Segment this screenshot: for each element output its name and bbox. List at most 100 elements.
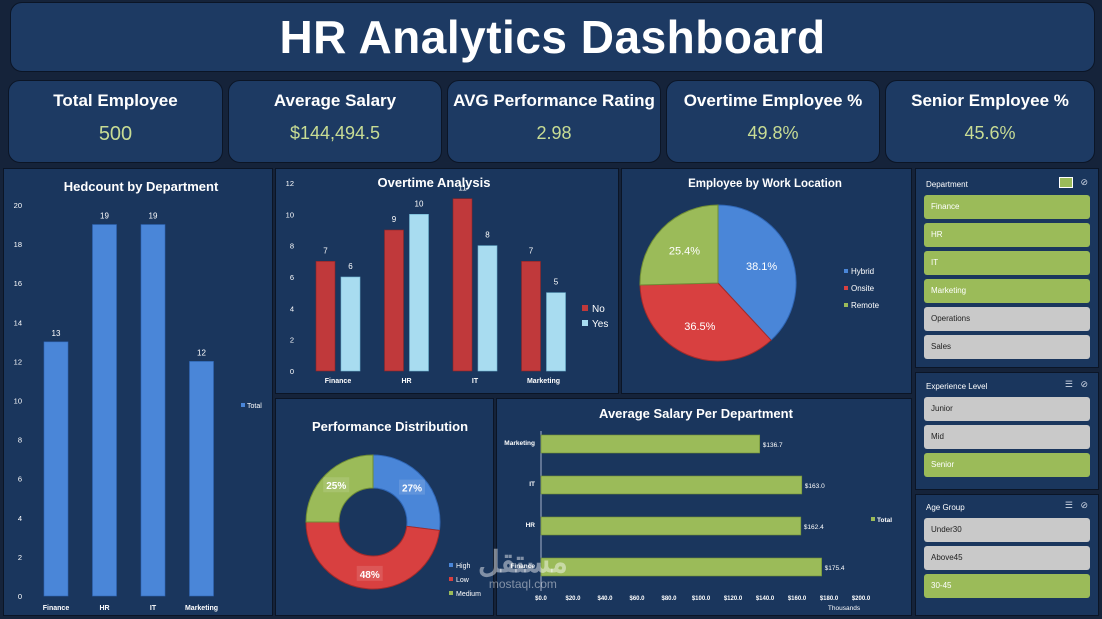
y-tick-label: 6	[18, 475, 22, 484]
bar-no-it[interactable]	[452, 198, 473, 372]
x-tick-label: Marketing	[185, 605, 218, 612]
slicer-title: Department	[926, 180, 968, 189]
slicer-item-senior[interactable]: Senior	[924, 453, 1090, 477]
x-tick-label: $120.0	[724, 596, 743, 602]
kpi-avg-performance: AVG Performance Rating 2.98	[447, 80, 661, 163]
bar-no-marketing[interactable]	[521, 261, 541, 372]
legend-swatch-yes	[582, 320, 588, 326]
chart-title: Hedcount by Department	[64, 179, 219, 194]
y-tick-label: 10	[286, 210, 294, 219]
multi-select-icon[interactable]: ☰	[1064, 500, 1073, 510]
bar-finance[interactable]	[540, 557, 822, 577]
legend-swatch-total	[871, 517, 875, 521]
bar-value-label: $175.4	[825, 565, 845, 572]
legend-label: Low	[456, 577, 470, 584]
slicer-item-above45[interactable]: Above45	[924, 546, 1090, 570]
watermark-sub: mostaql.com	[488, 577, 557, 591]
performance-chart-panel: Performance Distribution 27% 48% 25% High L…	[275, 398, 494, 616]
bar-value-label: 7	[529, 246, 534, 255]
y-tick-label: HR	[526, 522, 536, 529]
donut-slice-low[interactable]	[305, 521, 441, 590]
bar-yes-marketing[interactable]	[546, 292, 566, 372]
kpi-senior-percent: Senior Employee % 45.6%	[885, 80, 1095, 163]
slicer-item-mid[interactable]: Mid	[924, 425, 1090, 449]
x-tick-label: $40.0	[597, 596, 613, 602]
pie-slice-remote[interactable]	[639, 204, 719, 286]
multi-select-icon[interactable]: ☰	[1064, 379, 1073, 389]
bar-yes-finance[interactable]	[340, 276, 361, 372]
pie-slice-onsite[interactable]	[639, 282, 772, 362]
kpi-value: $144,494.5	[289, 123, 381, 143]
kpi-value: 49.8%	[747, 123, 799, 143]
slicer-item-junior[interactable]: Junior	[924, 397, 1090, 421]
donut-slice-medium[interactable]	[305, 454, 374, 523]
x-tick-label: $20.0	[565, 596, 581, 602]
kpi-label: Average Salary	[273, 91, 397, 110]
legend-swatch-total	[241, 403, 245, 407]
y-tick-label: Finance	[510, 563, 535, 570]
bar-no-hr[interactable]	[384, 229, 404, 372]
bar-it[interactable]	[140, 224, 166, 597]
bar-value-label: $136.7	[763, 442, 783, 449]
x-tick-label: IT	[150, 605, 157, 612]
pie-slice-hybrid[interactable]	[717, 204, 797, 341]
bar-value-label: $162.4	[804, 524, 824, 531]
x-tick-label: HR	[401, 378, 411, 385]
kpi-overtime-percent: Overtime Employee % 49.8%	[666, 80, 880, 163]
pie-value-label: 38.1%	[746, 261, 777, 273]
slicer-item-hr[interactable]: HR	[924, 223, 1090, 247]
slicer-item-operations[interactable]: Operations	[924, 307, 1090, 331]
slicer-title: Age Group	[926, 503, 965, 512]
slicer-item-finance[interactable]: Finance	[924, 195, 1090, 219]
bar-marketing[interactable]	[540, 434, 761, 454]
legend-label-yes: Yes	[592, 319, 608, 330]
bar-marketing[interactable]	[189, 361, 214, 597]
legend-label-total: Total	[877, 517, 892, 524]
kpi-value: 500	[98, 123, 133, 145]
legend-swatch	[449, 591, 453, 595]
bar-yes-hr[interactable]	[409, 214, 429, 372]
legend-label: Medium	[456, 591, 481, 598]
bar-value-label: 5	[554, 278, 559, 287]
bar-hr[interactable]	[92, 224, 117, 597]
bar-it[interactable]	[540, 475, 803, 495]
bar-no-finance[interactable]	[315, 261, 336, 372]
y-tick-label: Marketing	[504, 440, 535, 447]
kpi-total-employee: Total Employee 500	[8, 80, 223, 163]
legend-swatch	[449, 563, 453, 567]
legend-swatch	[844, 286, 848, 290]
kpi-label: AVG Performance Rating	[453, 91, 655, 110]
donut-label-box	[399, 479, 426, 495]
x-tick-label: $100.0	[692, 596, 711, 602]
watermark-main: مستقل	[478, 546, 568, 579]
multi-select-icon[interactable]	[1058, 177, 1073, 189]
slicer-item-marketing[interactable]: Marketing	[924, 279, 1090, 303]
clear-filter-icon[interactable]: ⊘	[1080, 177, 1088, 187]
x-tick-label: Finance	[325, 378, 352, 385]
chart-title: Employee by Work Location	[688, 178, 842, 190]
clear-filter-icon[interactable]: ⊘	[1080, 500, 1088, 510]
bar-yes-it[interactable]	[477, 245, 498, 372]
slicer-item-30-45[interactable]: 30-45	[924, 574, 1090, 598]
overtime-chart-panel: Overtime Analysis 0 2 4 6 8 10 12 7 6 9 10 11 8 7 5 F…	[275, 168, 619, 394]
x-tick-label: $140.0	[756, 596, 775, 602]
headcount-chart-panel: Hedcount by Department 0 2 4 6 8 10 12 14 16 18 20…	[3, 168, 273, 616]
x-tick-label: Marketing	[527, 378, 560, 385]
department-slicer: Department ⊘ Finance HR IT Marketing Operati…	[915, 168, 1099, 368]
slicer-item-sales[interactable]: Sales	[924, 335, 1090, 359]
slicer-item-under30[interactable]: Under30	[924, 518, 1090, 542]
y-tick-label: 2	[18, 553, 22, 562]
donut-slice-high[interactable]	[372, 454, 441, 531]
clear-filter-icon[interactable]: ⊘	[1080, 379, 1088, 389]
y-tick-label: 12	[286, 179, 294, 188]
donut-value-label: 25%	[326, 481, 346, 492]
bar-finance[interactable]	[43, 341, 69, 597]
slicer-item-it[interactable]: IT	[924, 251, 1090, 275]
headcount-chart: Hedcount by Department 0 2 4 6 8 10 12 14 16 18 20…	[14, 179, 263, 612]
bar-value-label: 19	[149, 212, 158, 221]
legend-swatch	[449, 577, 453, 581]
bar-hr[interactable]	[540, 516, 802, 536]
y-tick-label: 16	[14, 279, 22, 288]
legend-label: Onsite	[851, 284, 875, 293]
slicer-icons: ☰ ⊘	[1065, 379, 1088, 390]
